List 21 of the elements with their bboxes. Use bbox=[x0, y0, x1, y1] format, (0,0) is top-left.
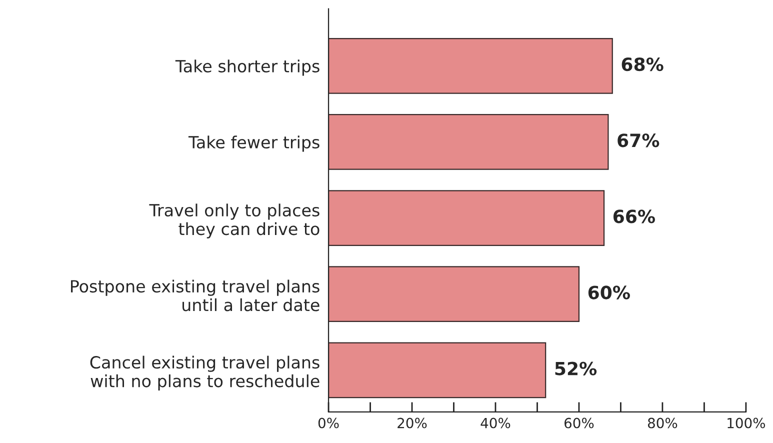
y-tick-label: Postpone existing travel plans until a later date bbox=[71, 280, 320, 312]
bar bbox=[328, 114, 609, 170]
x-tick-label: 0% bbox=[318, 418, 339, 428]
y-tick-label: Take fewer trips bbox=[188, 136, 320, 152]
data-label: 66% bbox=[613, 210, 655, 224]
y-tick-label: Take shorter trips bbox=[175, 60, 320, 76]
data-label: 60% bbox=[588, 286, 630, 300]
y-tick-label: Travel only to places they can drive to bbox=[149, 204, 320, 238]
x-tick-label: 20% bbox=[398, 418, 427, 428]
x-tick-label: 40% bbox=[480, 418, 510, 428]
data-label: 52% bbox=[555, 362, 597, 376]
y-tick-label: Cancel existing travel plans with no plans to reschedule bbox=[90, 356, 320, 391]
data-label: 68% bbox=[622, 57, 664, 72]
x-tick-label: 80% bbox=[648, 418, 678, 428]
x-tick-label: 100% bbox=[728, 418, 766, 428]
x-tick-label: 60% bbox=[564, 418, 594, 428]
bar bbox=[328, 342, 546, 398]
bar bbox=[328, 38, 613, 94]
bar bbox=[328, 190, 605, 246]
data-label: 67% bbox=[618, 134, 660, 148]
bar bbox=[328, 266, 580, 322]
